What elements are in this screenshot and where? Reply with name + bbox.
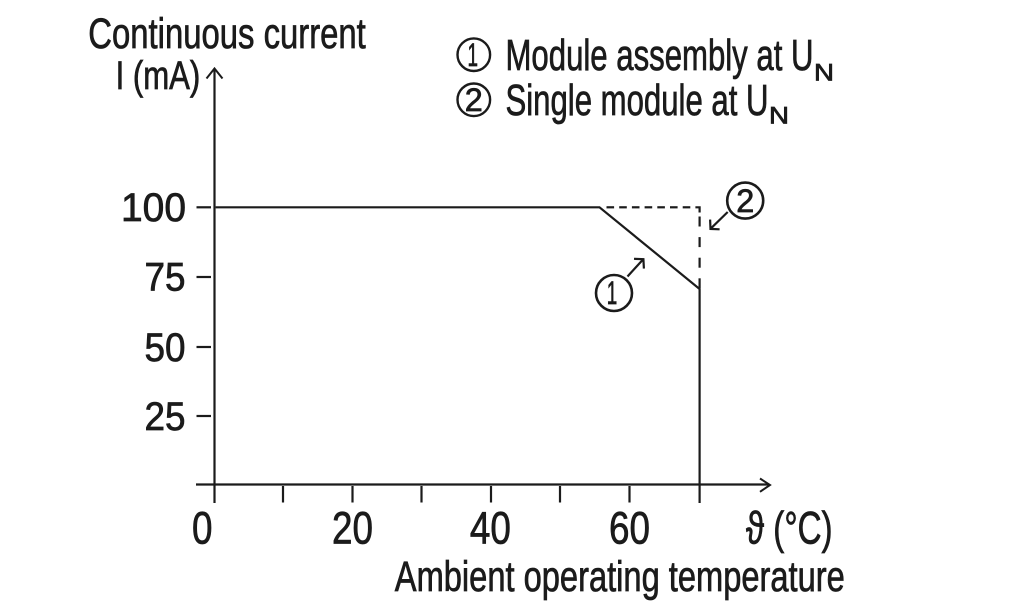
svg-text:50: 50: [145, 326, 186, 370]
svg-text:100: 100: [121, 186, 186, 230]
svg-text:75: 75: [145, 256, 186, 300]
svg-text:1: 1: [468, 37, 479, 73]
svg-text:Ambient operating temperature: Ambient operating temperature: [395, 553, 845, 601]
svg-text:0: 0: [192, 503, 213, 554]
svg-text:25: 25: [145, 395, 186, 439]
svg-text:2: 2: [736, 183, 754, 219]
svg-text:N: N: [769, 102, 789, 129]
svg-text:2: 2: [465, 82, 483, 118]
svg-text:60: 60: [609, 503, 650, 554]
svg-text:Single module at U: Single module at U: [506, 76, 769, 125]
svg-text:1: 1: [607, 275, 618, 311]
svg-text:20: 20: [332, 503, 373, 554]
svg-text:40: 40: [470, 503, 511, 554]
svg-text:I (mA): I (mA): [116, 54, 201, 98]
svg-text:ϑ (°C): ϑ (°C): [746, 503, 833, 554]
svg-text:Continuous current: Continuous current: [88, 10, 366, 58]
svg-text:Module assembly at U: Module assembly at U: [506, 31, 814, 80]
svg-text:N: N: [814, 59, 834, 86]
